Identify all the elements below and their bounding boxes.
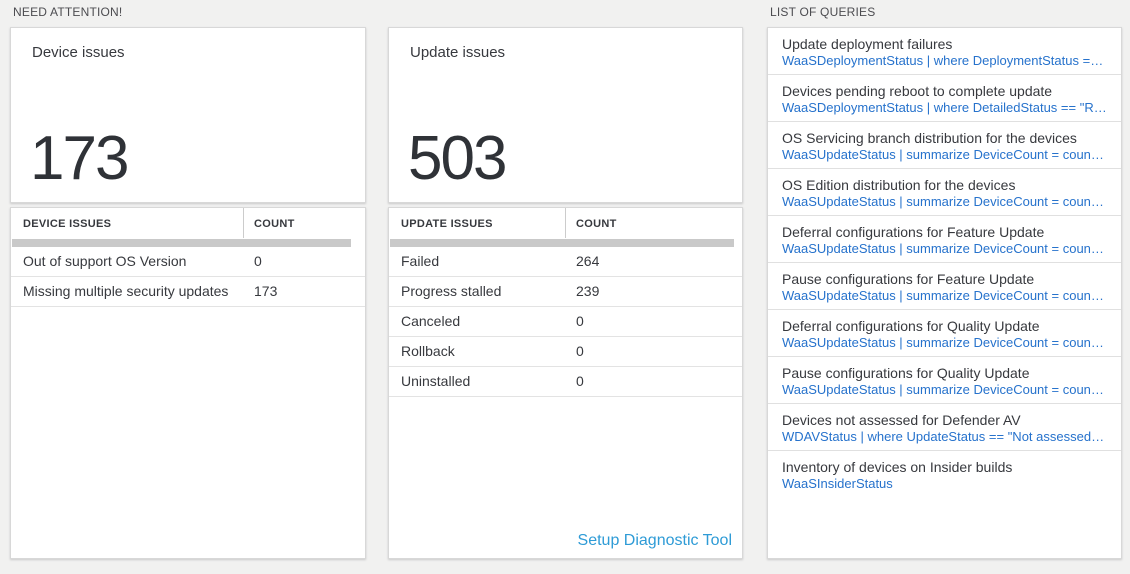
device-issues-tile-title: Device issues [32,44,125,61]
query-list-item[interactable]: OS Servicing branch distribution for the… [768,122,1121,169]
update-issues-table-header: UPDATE ISSUES COUNT [389,208,742,238]
issue-count: 239 [576,283,600,299]
update-issues-rows: Failed 264 Progress stalled 239 Canceled… [389,247,742,397]
issue-label: Progress stalled [401,283,502,299]
issue-count: 173 [254,283,278,299]
query-text-link[interactable]: WaaSInsiderStatus [782,476,893,491]
query-title: Update deployment failures [782,36,953,52]
issue-label: Rollback [401,343,455,359]
query-list-item[interactable]: Deferral configurations for Quality Upda… [768,310,1121,357]
table-row[interactable]: Missing multiple security updates 173 [11,277,365,307]
query-list-card: Update deployment failures WaaSDeploymen… [767,27,1122,559]
query-title: Deferral configurations for Feature Upda… [782,224,1045,240]
query-list-item[interactable]: Devices pending reboot to complete updat… [768,75,1121,122]
query-list-item[interactable]: OS Edition distribution for the devices … [768,169,1121,216]
horizontal-scrollbar[interactable] [390,239,734,247]
query-list-item[interactable]: Pause configurations for Feature Update … [768,263,1121,310]
table-row[interactable]: Out of support OS Version 0 [11,247,365,277]
query-title: Devices not assessed for Defender AV [782,412,1021,428]
table-row[interactable]: Progress stalled 239 [389,277,742,307]
issue-label: Out of support OS Version [23,253,187,269]
issue-count: 0 [254,253,262,269]
issue-count: 0 [576,373,584,389]
table-row[interactable]: Rollback 0 [389,337,742,367]
query-list: Update deployment failures WaaSDeploymen… [768,28,1121,558]
query-list-item[interactable]: Update deployment failures WaaSDeploymen… [768,28,1121,75]
update-issues-count: 503 [408,124,507,193]
query-title: Deferral configurations for Quality Upda… [782,318,1040,334]
query-text-link[interactable]: WaaSUpdateStatus | summarize DeviceCount… [782,147,1107,162]
query-text-link[interactable]: WDAVStatus | where UpdateStatus == "Not … [782,429,1107,444]
query-title: Inventory of devices on Insider builds [782,459,1013,475]
query-text-link[interactable]: WaaSUpdateStatus | summarize DeviceCount… [782,194,1107,209]
query-title: OS Servicing branch distribution for the… [782,130,1077,146]
table-row[interactable]: Uninstalled 0 [389,367,742,397]
query-text-link[interactable]: WaaSDeploymentStatus | where DetailedSta… [782,100,1107,115]
issue-label: Failed [401,253,440,269]
device-issues-rows: Out of support OS Version 0 Missing mult… [11,247,365,307]
horizontal-scrollbar[interactable] [12,239,351,247]
issue-label: Uninstalled [401,373,471,389]
list-of-queries-header: LIST OF QUERIES [770,5,876,19]
query-list-item[interactable]: Deferral configurations for Feature Upda… [768,216,1121,263]
table-row[interactable]: Canceled 0 [389,307,742,337]
issue-count: 0 [576,313,584,329]
query-list-item[interactable]: Pause configurations for Quality Update … [768,357,1121,404]
update-issues-tile[interactable]: Update issues 503 [388,27,743,203]
query-text-link[interactable]: WaaSUpdateStatus | summarize DeviceCount… [782,335,1107,350]
count-column-header: COUNT [576,218,617,230]
column-divider [565,208,566,238]
setup-diagnostic-tool-link[interactable]: Setup Diagnostic Tool [577,532,732,549]
device-issues-column-header: DEVICE ISSUES [23,218,112,230]
device-issues-table: DEVICE ISSUES COUNT Out of support OS Ve… [10,207,366,559]
query-title: Pause configurations for Feature Update [782,271,1035,287]
query-text-link[interactable]: WaaSDeploymentStatus | where DeploymentS… [782,53,1107,68]
need-attention-header: NEED ATTENTION! [13,5,123,19]
update-issues-tile-title: Update issues [410,44,506,61]
device-issues-tile[interactable]: Device issues 173 [10,27,366,203]
update-issues-table: UPDATE ISSUES COUNT Failed 264 Progress … [388,207,743,559]
update-issues-column-header: UPDATE ISSUES [401,218,493,230]
query-list-item[interactable]: Inventory of devices on Insider builds W… [768,451,1121,498]
query-text-link[interactable]: WaaSUpdateStatus | summarize DeviceCount… [782,288,1107,303]
issue-label: Missing multiple security updates [23,283,229,299]
query-title: Devices pending reboot to complete updat… [782,83,1053,99]
query-text-link[interactable]: WaaSUpdateStatus | summarize DeviceCount… [782,382,1107,397]
issue-count: 0 [576,343,584,359]
table-row[interactable]: Failed 264 [389,247,742,277]
issue-count: 264 [576,253,600,269]
device-issues-table-header: DEVICE ISSUES COUNT [11,208,365,238]
query-text-link[interactable]: WaaSUpdateStatus | summarize DeviceCount… [782,241,1107,256]
issue-label: Canceled [401,313,461,329]
column-divider [243,208,244,238]
count-column-header: COUNT [254,218,295,230]
query-title: OS Edition distribution for the devices [782,177,1016,193]
device-issues-count: 173 [30,124,129,193]
query-title: Pause configurations for Quality Update [782,365,1030,381]
query-list-item[interactable]: Devices not assessed for Defender AV WDA… [768,404,1121,451]
